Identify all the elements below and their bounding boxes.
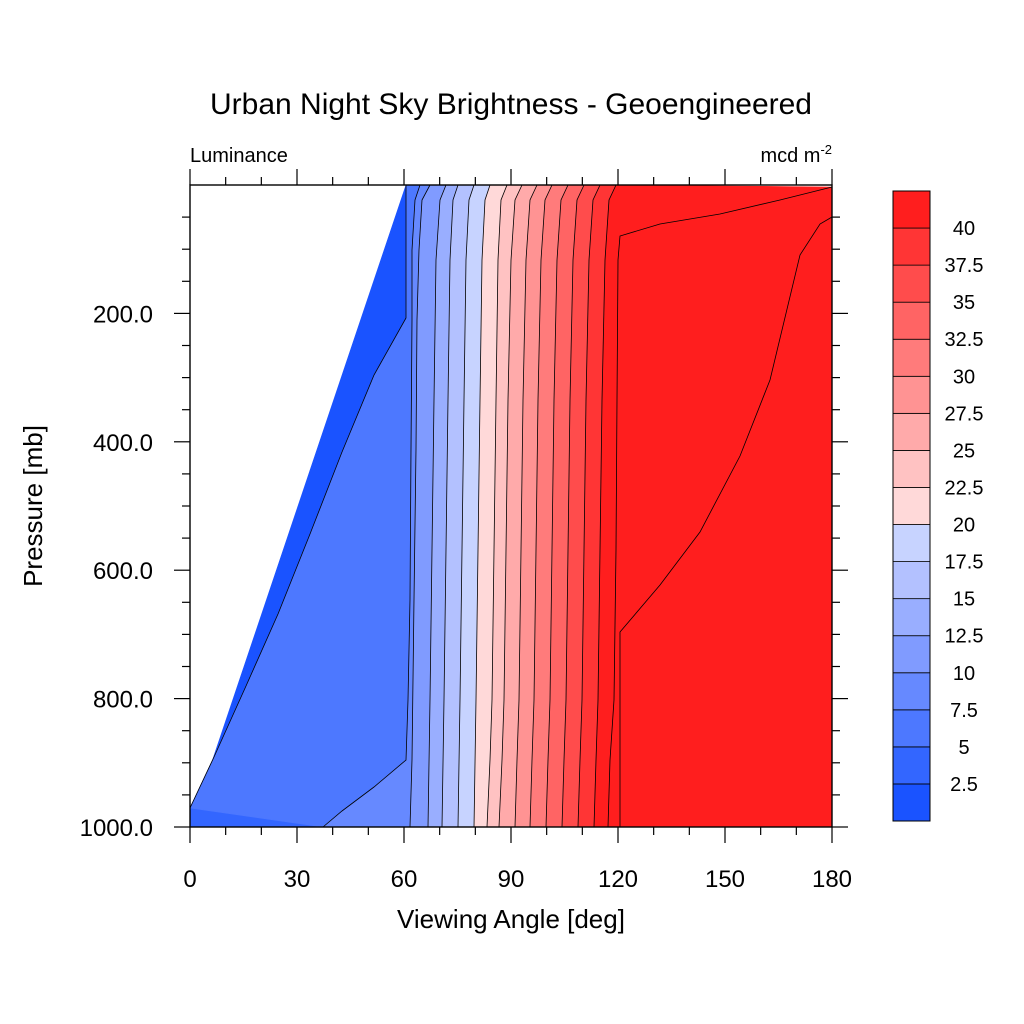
y-tick-label: 1000.0	[80, 815, 153, 842]
right-string-units: mcd m	[760, 145, 820, 167]
colorbar-label: 37.5	[945, 255, 984, 277]
right-string-superscript: -2	[820, 142, 832, 157]
left-string: Luminance	[190, 145, 288, 167]
colorbar: 40 37.5 35 32.5 30 27.5 25 22.5 20 17.5 15 12.5 10 7.…	[892, 190, 984, 822]
contour-line	[545, 184, 569, 828]
colorbar-label: 22.5	[945, 477, 984, 499]
x-tick-label: 60	[391, 866, 418, 893]
colorbar-swatch	[892, 709, 931, 748]
colorbar-swatch	[892, 598, 931, 637]
colorbar-label: 15	[953, 589, 975, 611]
colorbar-swatch	[892, 635, 931, 674]
x-axis-title: Viewing Angle [deg]	[397, 904, 625, 934]
x-tick-label: 180	[812, 866, 852, 893]
x-tick-label: 0	[183, 866, 196, 893]
contour-line	[427, 184, 447, 828]
colorbar-swatch	[892, 338, 931, 377]
contour-lines	[189, 184, 833, 828]
y-tick-label: 600.0	[93, 558, 153, 585]
colorbar-swatch	[892, 561, 931, 600]
contour-line	[322, 184, 421, 828]
y-tick-label: 800.0	[93, 687, 153, 714]
colorbar-label: 20	[953, 515, 975, 537]
colorbar-swatch	[892, 783, 931, 822]
x-tick-label: 90	[498, 866, 525, 893]
y-tick-label: 400.0	[93, 430, 153, 457]
contour-line	[473, 184, 491, 828]
x-tick-label: 30	[284, 866, 311, 893]
colorbar-swatch	[892, 487, 931, 525]
contour-line	[409, 184, 431, 828]
x-tick-labels: 0 30 60 90 120 150 180	[183, 866, 852, 893]
colorbar-swatch	[892, 524, 931, 562]
colorbar-label: 40	[953, 218, 975, 240]
colorbar-label: 27.5	[945, 403, 984, 425]
right-string: mcd m-2	[760, 142, 832, 167]
contour-line	[498, 184, 523, 828]
contour-line	[189, 185, 407, 809]
colorbar-label: 12.5	[945, 626, 984, 648]
colorbar-swatch	[892, 227, 931, 266]
contour-line	[619, 216, 833, 827]
colorbar-label: 10	[953, 663, 975, 685]
colorbar-swatch	[892, 375, 931, 414]
colorbar-swatch	[892, 301, 931, 340]
y-tick-labels: 200.0 400.0 600.0 800.0 1000.0	[80, 301, 153, 842]
contour-line	[486, 184, 508, 828]
contour-line	[561, 184, 585, 828]
colorbar-label: 17.5	[945, 552, 984, 574]
colorbar-label: 25	[953, 440, 975, 462]
colorbar-swatch	[892, 190, 931, 229]
colorbar-label: 30	[953, 366, 975, 388]
colorbar-swatch	[892, 264, 931, 303]
chart-title: Urban Night Sky Brightness - Geoengineer…	[210, 88, 812, 121]
colorbar-label: 5	[958, 737, 969, 759]
contour-fills	[189, 184, 833, 828]
colorbar-frame	[892, 190, 931, 822]
colorbar-swatch	[892, 746, 931, 785]
x-tick-label: 150	[705, 866, 745, 893]
colorbar-label: 32.5	[945, 329, 984, 351]
colorbar-label: 7.5	[950, 700, 978, 722]
contour-line	[529, 184, 553, 828]
colorbar-swatch	[892, 412, 931, 451]
colorbar-label: 2.5	[950, 774, 978, 796]
colorbar-swatch	[892, 450, 931, 488]
axis-ticks	[174, 169, 848, 843]
contour-line	[514, 184, 538, 828]
contour-line	[577, 184, 601, 828]
contour-line	[457, 184, 475, 828]
contour-line	[607, 186, 833, 828]
y-tick-label: 200.0	[93, 301, 153, 328]
colorbar-swatch	[892, 672, 931, 711]
y-axis-title: Pressure [mb]	[18, 425, 48, 587]
contour-line	[593, 184, 617, 828]
contour-line	[441, 184, 459, 828]
colorbar-label: 35	[953, 292, 975, 314]
x-tick-label: 120	[598, 866, 638, 893]
